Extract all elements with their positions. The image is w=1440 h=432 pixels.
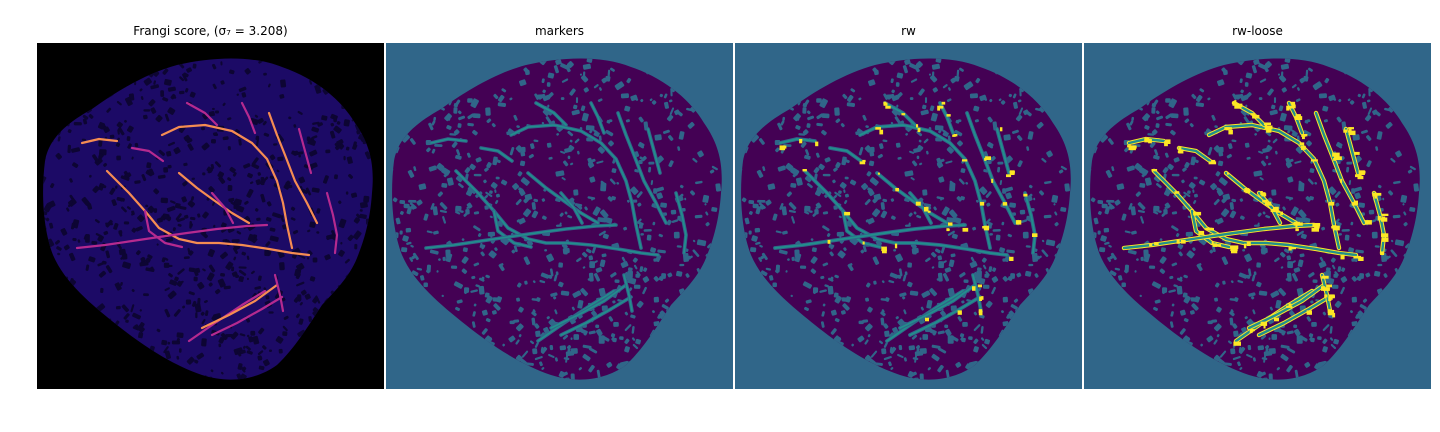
panel-title: Frangi score, (σ₇ = 3.208) xyxy=(133,24,288,38)
rw-svg xyxy=(735,43,1082,389)
panel-rw-loose: rw-loose xyxy=(1084,0,1431,432)
markers-image xyxy=(386,43,733,389)
frangi-svg xyxy=(37,43,384,389)
panel-title: rw-loose xyxy=(1232,24,1283,38)
rw-loose-svg xyxy=(1084,43,1431,389)
rw-image xyxy=(735,43,1082,389)
panel-rw: rw xyxy=(735,0,1082,432)
frangi-image xyxy=(37,43,384,389)
panel-markers: markers xyxy=(386,0,733,432)
panel-title: markers xyxy=(534,24,585,38)
rw-loose-image xyxy=(1084,43,1431,389)
markers-svg xyxy=(386,43,733,389)
panel-title: rw xyxy=(901,24,916,38)
panel-frangi: Frangi score, (σ₇ = 3.208) xyxy=(37,0,384,432)
